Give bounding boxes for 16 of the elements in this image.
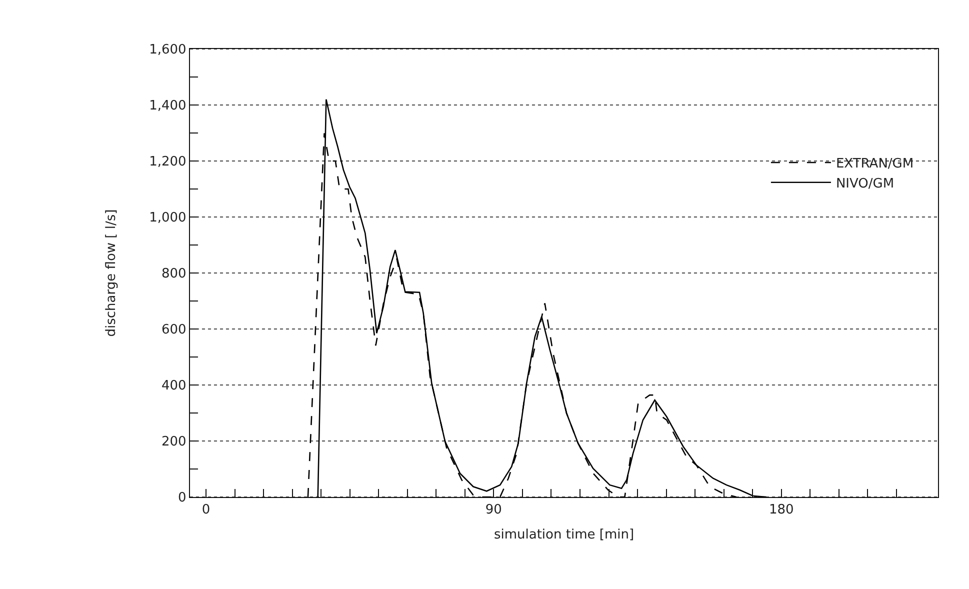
y-tick-label: 1,200 [149,154,186,170]
y-tick-label: 1,400 [149,98,186,114]
legend-label: NIVO/GM [836,176,894,192]
legend-label: EXTRAN/GM [836,156,914,172]
y-tick-label: 800 [161,266,186,282]
x-tick-label: 90 [485,502,502,518]
y-tick-label: 400 [161,378,186,394]
y-tick-label: 0 [178,490,186,506]
y-axis-title: discharge flow [ l/s] [104,209,120,337]
x-axis-title: simulation time [min] [494,527,634,542]
y-tick-label: 1,600 [149,42,186,58]
x-tick-label: 0 [202,502,210,518]
y-tick-label: 200 [161,434,186,450]
y-tick-label: 1,000 [149,210,186,226]
y-tick-label: 600 [161,322,186,338]
x-tick-label: 180 [768,502,794,518]
